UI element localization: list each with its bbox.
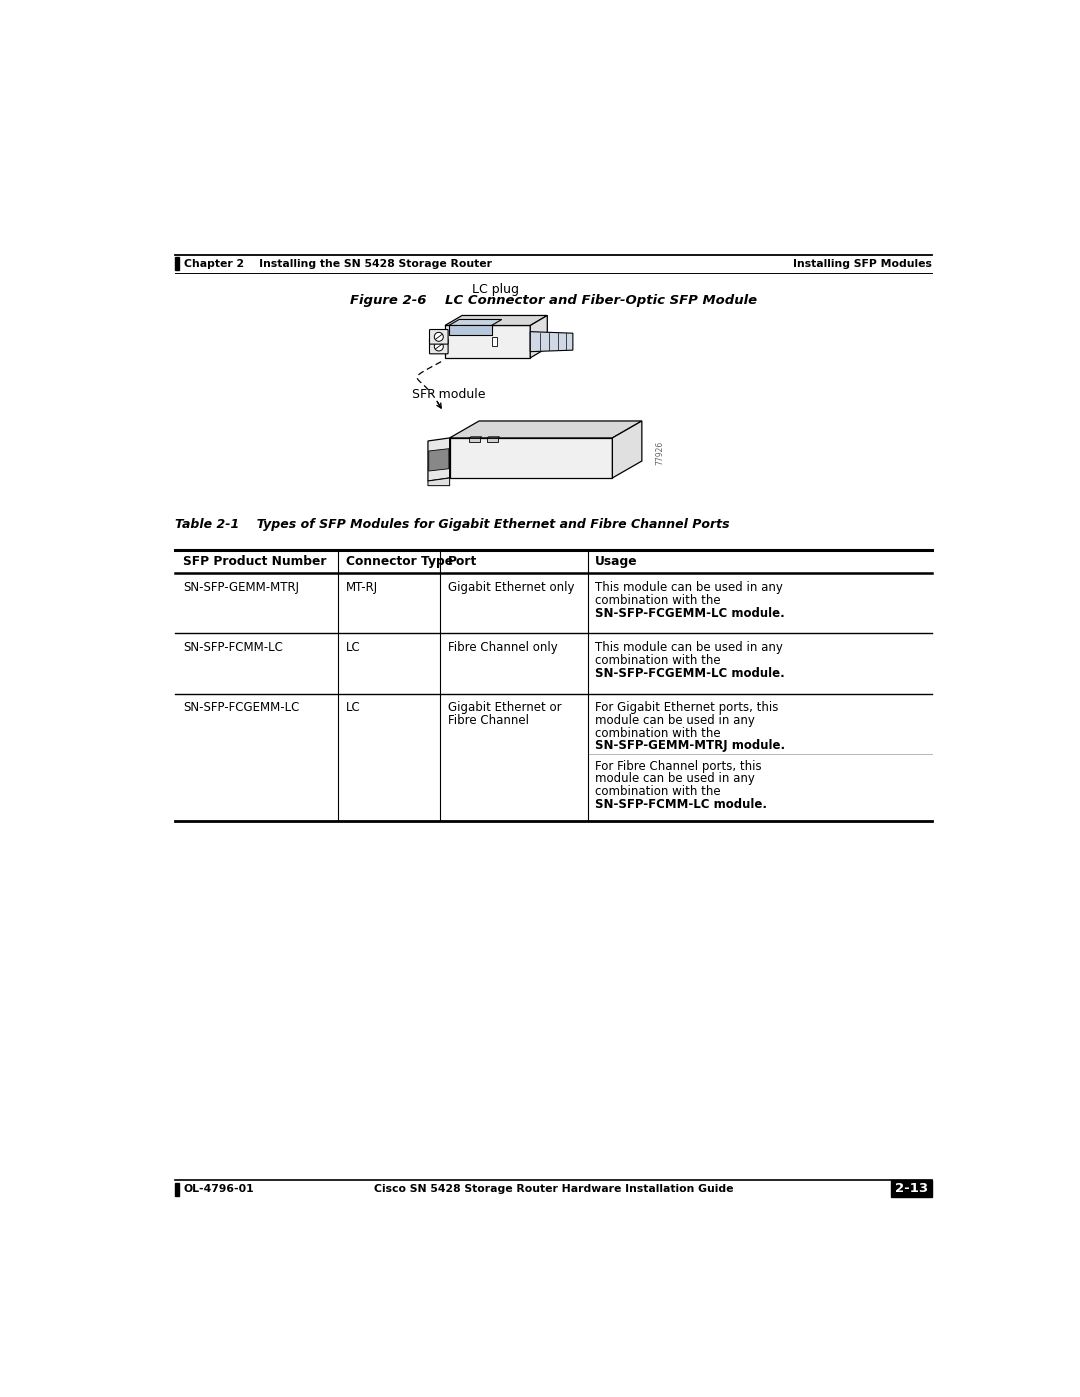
Polygon shape bbox=[445, 326, 530, 358]
Polygon shape bbox=[428, 437, 449, 481]
Text: Usage: Usage bbox=[595, 556, 638, 569]
Polygon shape bbox=[449, 320, 502, 326]
Bar bbox=[175, 257, 179, 271]
Text: combination with the: combination with the bbox=[595, 654, 721, 666]
Text: SN-SFP-FCMM-LC: SN-SFP-FCMM-LC bbox=[183, 641, 283, 654]
Text: SFP Product Number: SFP Product Number bbox=[183, 556, 326, 569]
Polygon shape bbox=[428, 478, 449, 486]
Text: LC plug: LC plug bbox=[472, 284, 519, 296]
Text: Table 2-1    Types of SFP Modules for Gigabit Ethernet and Fibre Channel Ports: Table 2-1 Types of SFP Modules for Gigab… bbox=[175, 518, 730, 531]
Text: Installing SFP Modules: Installing SFP Modules bbox=[793, 258, 932, 268]
Polygon shape bbox=[530, 331, 572, 352]
Text: Gigabit Ethernet only: Gigabit Ethernet only bbox=[448, 581, 575, 594]
Text: 77926: 77926 bbox=[656, 441, 665, 465]
Text: Gigabit Ethernet or: Gigabit Ethernet or bbox=[448, 701, 562, 714]
Text: This module can be used in any: This module can be used in any bbox=[595, 641, 783, 654]
Polygon shape bbox=[530, 316, 548, 358]
Polygon shape bbox=[612, 420, 642, 478]
Text: SN-SFP-GEMM-MTRJ module.: SN-SFP-GEMM-MTRJ module. bbox=[595, 739, 785, 753]
Circle shape bbox=[434, 342, 443, 351]
Text: SN-SFP-FCGEMM-LC: SN-SFP-FCGEMM-LC bbox=[183, 701, 299, 714]
Text: LC: LC bbox=[346, 701, 361, 714]
Polygon shape bbox=[445, 316, 548, 326]
Text: combination with the: combination with the bbox=[595, 785, 721, 798]
Polygon shape bbox=[487, 437, 498, 441]
Text: This module can be used in any: This module can be used in any bbox=[595, 581, 783, 594]
Polygon shape bbox=[429, 448, 449, 471]
Text: Chapter 2    Installing the SN 5428 Storage Router: Chapter 2 Installing the SN 5428 Storage… bbox=[184, 258, 491, 268]
Text: SN-SFP-FCGEMM-LC module.: SN-SFP-FCGEMM-LC module. bbox=[595, 666, 785, 679]
Text: SN-SFP-FCMM-LC module.: SN-SFP-FCMM-LC module. bbox=[595, 798, 767, 810]
Bar bbox=[891, 1180, 932, 1197]
Bar bbox=[491, 337, 497, 346]
Polygon shape bbox=[449, 326, 491, 335]
Text: OL-4796-01: OL-4796-01 bbox=[184, 1185, 255, 1194]
FancyBboxPatch shape bbox=[430, 339, 448, 353]
Text: Fibre Channel: Fibre Channel bbox=[448, 714, 529, 726]
Text: SN-SFP-GEMM-MTRJ: SN-SFP-GEMM-MTRJ bbox=[183, 581, 299, 594]
Text: MT-RJ: MT-RJ bbox=[346, 581, 378, 594]
Text: module can be used in any: module can be used in any bbox=[595, 714, 755, 726]
Text: SN-SFP-FCGEMM-LC module.: SN-SFP-FCGEMM-LC module. bbox=[595, 606, 785, 619]
Text: 2-13: 2-13 bbox=[895, 1182, 928, 1196]
Text: For Gigabit Ethernet ports, this: For Gigabit Ethernet ports, this bbox=[595, 701, 779, 714]
Text: combination with the: combination with the bbox=[595, 594, 721, 606]
Bar bbox=[175, 1183, 179, 1196]
Text: For Fibre Channel ports, this: For Fibre Channel ports, this bbox=[595, 760, 761, 773]
FancyBboxPatch shape bbox=[430, 330, 448, 344]
Text: Port: Port bbox=[448, 556, 477, 569]
Polygon shape bbox=[449, 420, 642, 437]
Text: Fibre Channel only: Fibre Channel only bbox=[448, 641, 557, 654]
Text: SFP module: SFP module bbox=[413, 388, 486, 401]
Text: module can be used in any: module can be used in any bbox=[595, 773, 755, 785]
Text: combination with the: combination with the bbox=[595, 726, 721, 739]
Polygon shape bbox=[449, 437, 612, 478]
Text: Connector Type: Connector Type bbox=[346, 556, 453, 569]
Text: LC: LC bbox=[346, 641, 361, 654]
Polygon shape bbox=[469, 437, 480, 441]
Text: Figure 2-6    LC Connector and Fiber-Optic SFP Module: Figure 2-6 LC Connector and Fiber-Optic … bbox=[350, 293, 757, 306]
Text: Cisco SN 5428 Storage Router Hardware Installation Guide: Cisco SN 5428 Storage Router Hardware In… bbox=[374, 1185, 733, 1194]
Circle shape bbox=[434, 332, 443, 341]
